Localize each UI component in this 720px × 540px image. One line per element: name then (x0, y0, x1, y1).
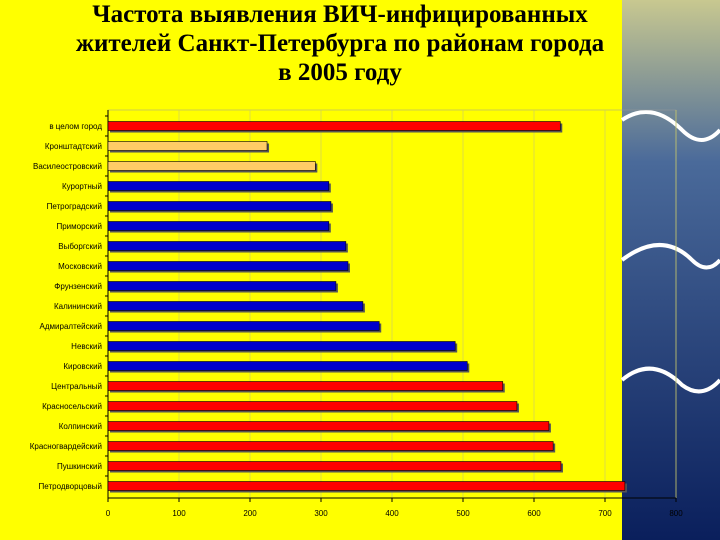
x-tick-label: 400 (385, 509, 399, 518)
bar (107, 481, 626, 491)
y-tick-label: Кировский (63, 362, 102, 371)
bar (107, 161, 316, 171)
bar (107, 121, 561, 131)
x-tick-label: 100 (172, 509, 186, 518)
y-tick-label: Курортный (62, 182, 102, 191)
bar (107, 401, 518, 411)
y-tick-label: Выборгский (58, 242, 102, 251)
wave-foam (620, 110, 720, 394)
y-tick-label: в целом город (49, 122, 102, 131)
y-tick-label: Красногвардейский (30, 442, 102, 451)
bar (107, 321, 380, 331)
bar (107, 241, 347, 251)
bar (107, 301, 364, 311)
x-tick-label: 0 (106, 509, 111, 518)
y-tick-label: Петродворцовый (39, 482, 102, 491)
bar (107, 181, 330, 191)
y-tick-label: Фрунзенский (54, 282, 102, 291)
x-tick-label: 700 (598, 509, 612, 518)
y-tick-label: Пушкинский (57, 462, 102, 471)
bar (107, 461, 562, 471)
bar (107, 381, 504, 391)
bar (107, 221, 330, 231)
y-tick-label: Петроградский (47, 202, 102, 211)
y-tick-label: Василеостровский (33, 162, 102, 171)
bar (107, 421, 550, 431)
y-tick-label: Адмиралтейский (40, 322, 102, 331)
wave-decoration (622, 0, 720, 540)
y-tick-label: Центральный (51, 382, 102, 391)
bar (107, 141, 268, 151)
chart-title: жителей Санкт-Петербурга по районам горо… (76, 30, 605, 57)
y-tick-label: Кронштадтский (45, 142, 102, 151)
bar (107, 261, 349, 271)
chart-title: в 2005 году (278, 59, 402, 86)
y-tick-label: Невский (71, 342, 102, 351)
bar (107, 201, 332, 211)
y-tick-label: Приморский (56, 222, 102, 231)
y-tick-label: Калининский (54, 302, 102, 311)
y-tick-label: Московский (58, 262, 102, 271)
bar (107, 441, 554, 451)
x-tick-label: 600 (527, 509, 541, 518)
x-tick-label: 800 (669, 509, 683, 518)
y-tick-label: Красносельский (42, 402, 102, 411)
x-tick-label: 200 (243, 509, 257, 518)
bar (107, 281, 337, 291)
chart-title: Частота выявления ВИЧ-инфицированных (92, 1, 588, 28)
bar (107, 341, 456, 351)
y-tick-label: Колпинский (59, 422, 102, 431)
x-tick-label: 500 (456, 509, 470, 518)
x-tick-label: 300 (314, 509, 328, 518)
bar (107, 361, 468, 371)
